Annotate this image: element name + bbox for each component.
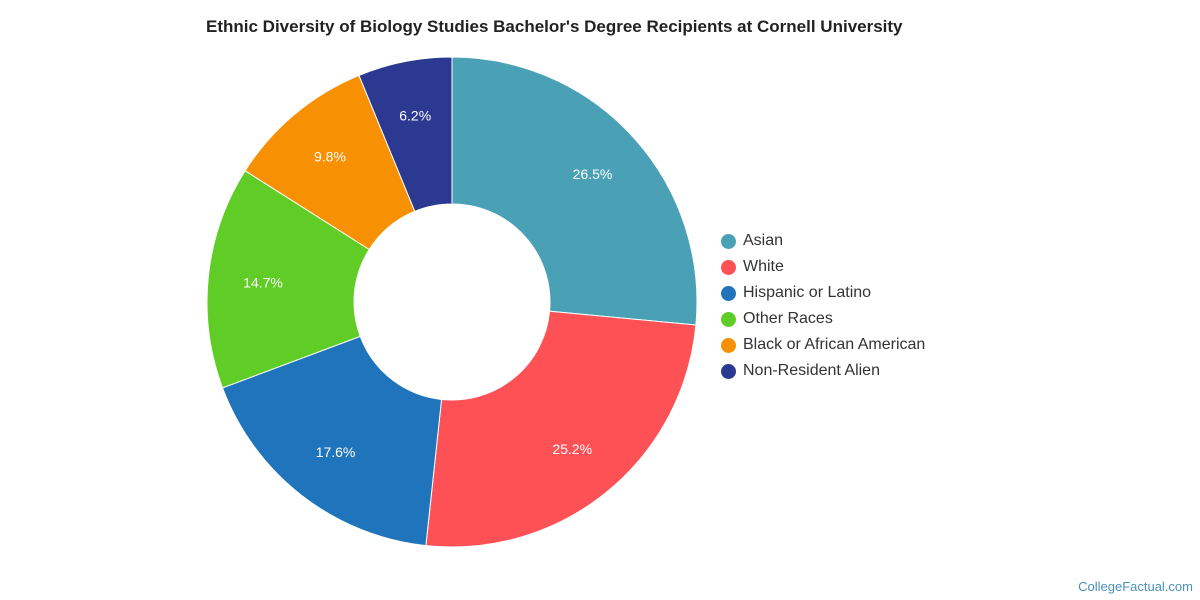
legend-item-white[interactable]: White [721,254,925,280]
legend-swatch-icon [721,363,736,379]
legend-label: Hispanic or Latino [743,284,872,301]
slice-other-races[interactable] [206,170,370,389]
legend-item-hispanic-or-latino[interactable]: Hispanic or Latino [721,280,925,306]
slice-label-non-resident-alien: 6.2% [399,108,431,124]
legend-swatch-icon [721,285,736,301]
chart-title: Ethnic Diversity of Biology Studies Bach… [206,17,903,36]
legend-label: Black or African American [743,336,926,353]
legend-swatch-icon [721,259,736,275]
slice-asian[interactable] [451,56,698,326]
slice-hispanic-or-latino[interactable] [221,335,443,547]
legend-swatch-icon [721,337,736,353]
slice-white[interactable] [425,310,697,548]
slice-label-hispanic-or-latino: 17.6% [316,444,356,460]
legend-label: Asian [743,232,784,249]
legend-swatch-icon [721,233,736,249]
legend: Asian White Hispanic or Latino Other Races B… [721,228,925,384]
legend-item-non-resident-alien[interactable]: Non-Resident Alien [721,358,925,384]
legend-label: Other Races [743,310,833,327]
slice-non-resident-alien[interactable] [358,56,453,212]
legend-item-black-or-african-american[interactable]: Black or African American [721,332,925,358]
slice-label-black-or-african-american: 9.8% [314,148,346,164]
slice-label-other-races: 14.7% [243,274,283,290]
watermark[interactable]: CollegeFactual.com [1078,579,1193,594]
legend-item-asian[interactable]: Asian [721,228,925,254]
legend-label: White [743,258,784,275]
legend-label: Non-Resident Alien [743,362,880,379]
slice-label-white: 25.2% [552,441,592,457]
slice-label-asian: 26.5% [573,166,613,182]
legend-item-other-races[interactable]: Other Races [721,306,925,332]
legend-swatch-icon [721,311,736,327]
